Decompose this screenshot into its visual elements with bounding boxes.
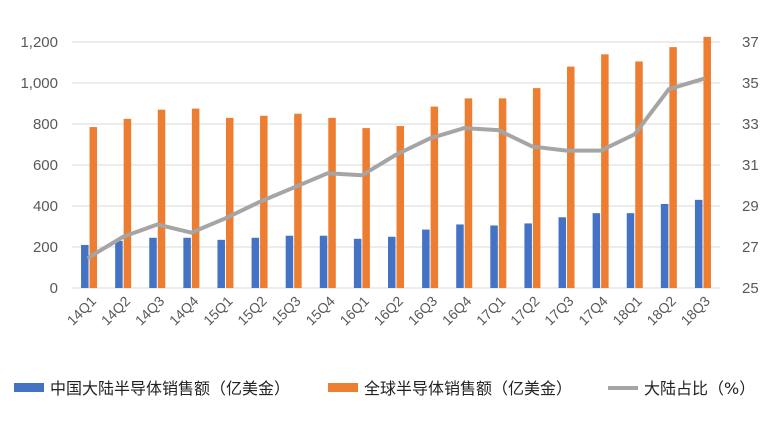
x-tick-label: 15Q1 xyxy=(200,293,236,329)
bar-china-sales xyxy=(149,237,157,288)
bar-global-sales xyxy=(123,118,132,288)
x-tick-label: 17Q4 xyxy=(575,293,611,329)
bar-global-sales xyxy=(362,128,370,288)
bar-china-sales xyxy=(490,225,498,288)
bar-china-sales xyxy=(694,199,703,288)
bar-global-sales xyxy=(191,108,200,288)
right-axis-ticks: 25 27 29 31 33 35 37 xyxy=(742,34,759,297)
bar-china-sales xyxy=(319,235,328,288)
legend-label: 大陆占比（%） xyxy=(644,379,755,398)
y-right-tick-label: 29 xyxy=(742,198,759,215)
bar-china-sales xyxy=(456,224,464,288)
grid-lines xyxy=(72,41,720,289)
legend-swatch xyxy=(14,383,44,392)
bar-global-sales xyxy=(532,88,541,288)
y-left-tick-label: 0 xyxy=(50,280,58,297)
bar-global-sales xyxy=(703,36,711,288)
x-tick-label: 15Q4 xyxy=(302,293,338,329)
y-right-tick-label: 27 xyxy=(742,239,759,256)
bar-china-sales xyxy=(388,236,396,288)
bar-china-sales xyxy=(183,237,191,288)
left-axis-ticks: 0 200 400 600 800 1,000 1,200 xyxy=(20,34,58,297)
bar-china-sales xyxy=(660,203,669,288)
x-tick-label: 16Q3 xyxy=(405,293,441,329)
x-tick-label: 16Q2 xyxy=(371,293,407,329)
y-right-tick-label: 25 xyxy=(742,280,759,297)
x-tick-label: 17Q2 xyxy=(507,293,543,329)
bar-global-sales xyxy=(89,127,98,288)
x-tick-label: 17Q1 xyxy=(473,293,509,329)
bar-china-sales xyxy=(217,239,225,288)
bar-china-sales xyxy=(285,235,294,288)
x-tick-label: 15Q2 xyxy=(234,293,270,329)
ratio-line xyxy=(87,76,705,260)
x-tick-label: 16Q1 xyxy=(336,293,372,329)
bar-china-sales xyxy=(115,240,123,288)
bar-global-sales xyxy=(669,47,677,288)
y-left-tick-label: 400 xyxy=(33,198,58,215)
y-right-tick-label: 31 xyxy=(742,157,759,174)
bars xyxy=(81,36,711,289)
x-tick-label: 15Q3 xyxy=(268,293,304,329)
bar-global-sales xyxy=(464,98,473,288)
legend: 中国大陆半导体销售额（亿美金） 全球半导体销售额（亿美金） 大陆占比（%） xyxy=(14,379,755,398)
bar-china-sales xyxy=(558,217,567,288)
bar-china-sales xyxy=(251,237,260,288)
x-axis-ticks: 14Q114Q214Q314Q415Q115Q215Q315Q416Q116Q2… xyxy=(64,293,714,329)
y-left-tick-label: 200 xyxy=(33,239,58,256)
bar-global-sales xyxy=(601,54,609,288)
y-right-tick-label: 33 xyxy=(742,116,759,133)
bar-global-sales xyxy=(396,126,404,288)
legend-swatch xyxy=(328,383,358,392)
x-tick-label: 17Q3 xyxy=(541,293,577,329)
y-right-tick-label: 37 xyxy=(742,34,759,51)
x-tick-label: 14Q2 xyxy=(98,293,134,329)
bar-global-sales xyxy=(498,98,507,288)
bar-global-sales xyxy=(294,113,302,288)
bar-global-sales xyxy=(635,61,643,288)
bar-global-sales xyxy=(430,106,439,288)
x-tick-label: 16Q4 xyxy=(439,293,475,329)
bar-global-sales xyxy=(157,109,166,289)
line-china-share xyxy=(87,76,705,260)
bar-global-sales xyxy=(567,66,575,288)
bar-china-sales xyxy=(626,213,635,288)
x-tick-label: 18Q2 xyxy=(643,293,679,329)
x-tick-label: 14Q1 xyxy=(64,293,100,329)
y-left-tick-label: 600 xyxy=(33,157,58,174)
y-left-tick-label: 1,200 xyxy=(20,34,58,51)
bar-china-sales xyxy=(81,244,89,288)
bar-china-sales xyxy=(353,238,362,288)
bar-china-sales xyxy=(524,223,532,288)
x-tick-label: 18Q3 xyxy=(678,293,714,329)
bar-global-sales xyxy=(225,117,234,288)
legend-label: 中国大陆半导体销售额（亿美金） xyxy=(50,379,290,398)
y-left-tick-label: 1,000 xyxy=(20,75,58,92)
y-right-tick-label: 35 xyxy=(742,75,759,92)
x-tick-label: 18Q1 xyxy=(609,293,645,329)
x-tick-label: 14Q3 xyxy=(132,293,168,329)
x-tick-label: 14Q4 xyxy=(166,293,202,329)
legend-label: 全球半导体销售额（亿美金） xyxy=(364,379,572,398)
bar-china-sales xyxy=(422,229,430,288)
bar-china-sales xyxy=(592,213,601,288)
bar-global-sales xyxy=(328,117,336,288)
y-left-tick-label: 800 xyxy=(33,116,58,133)
